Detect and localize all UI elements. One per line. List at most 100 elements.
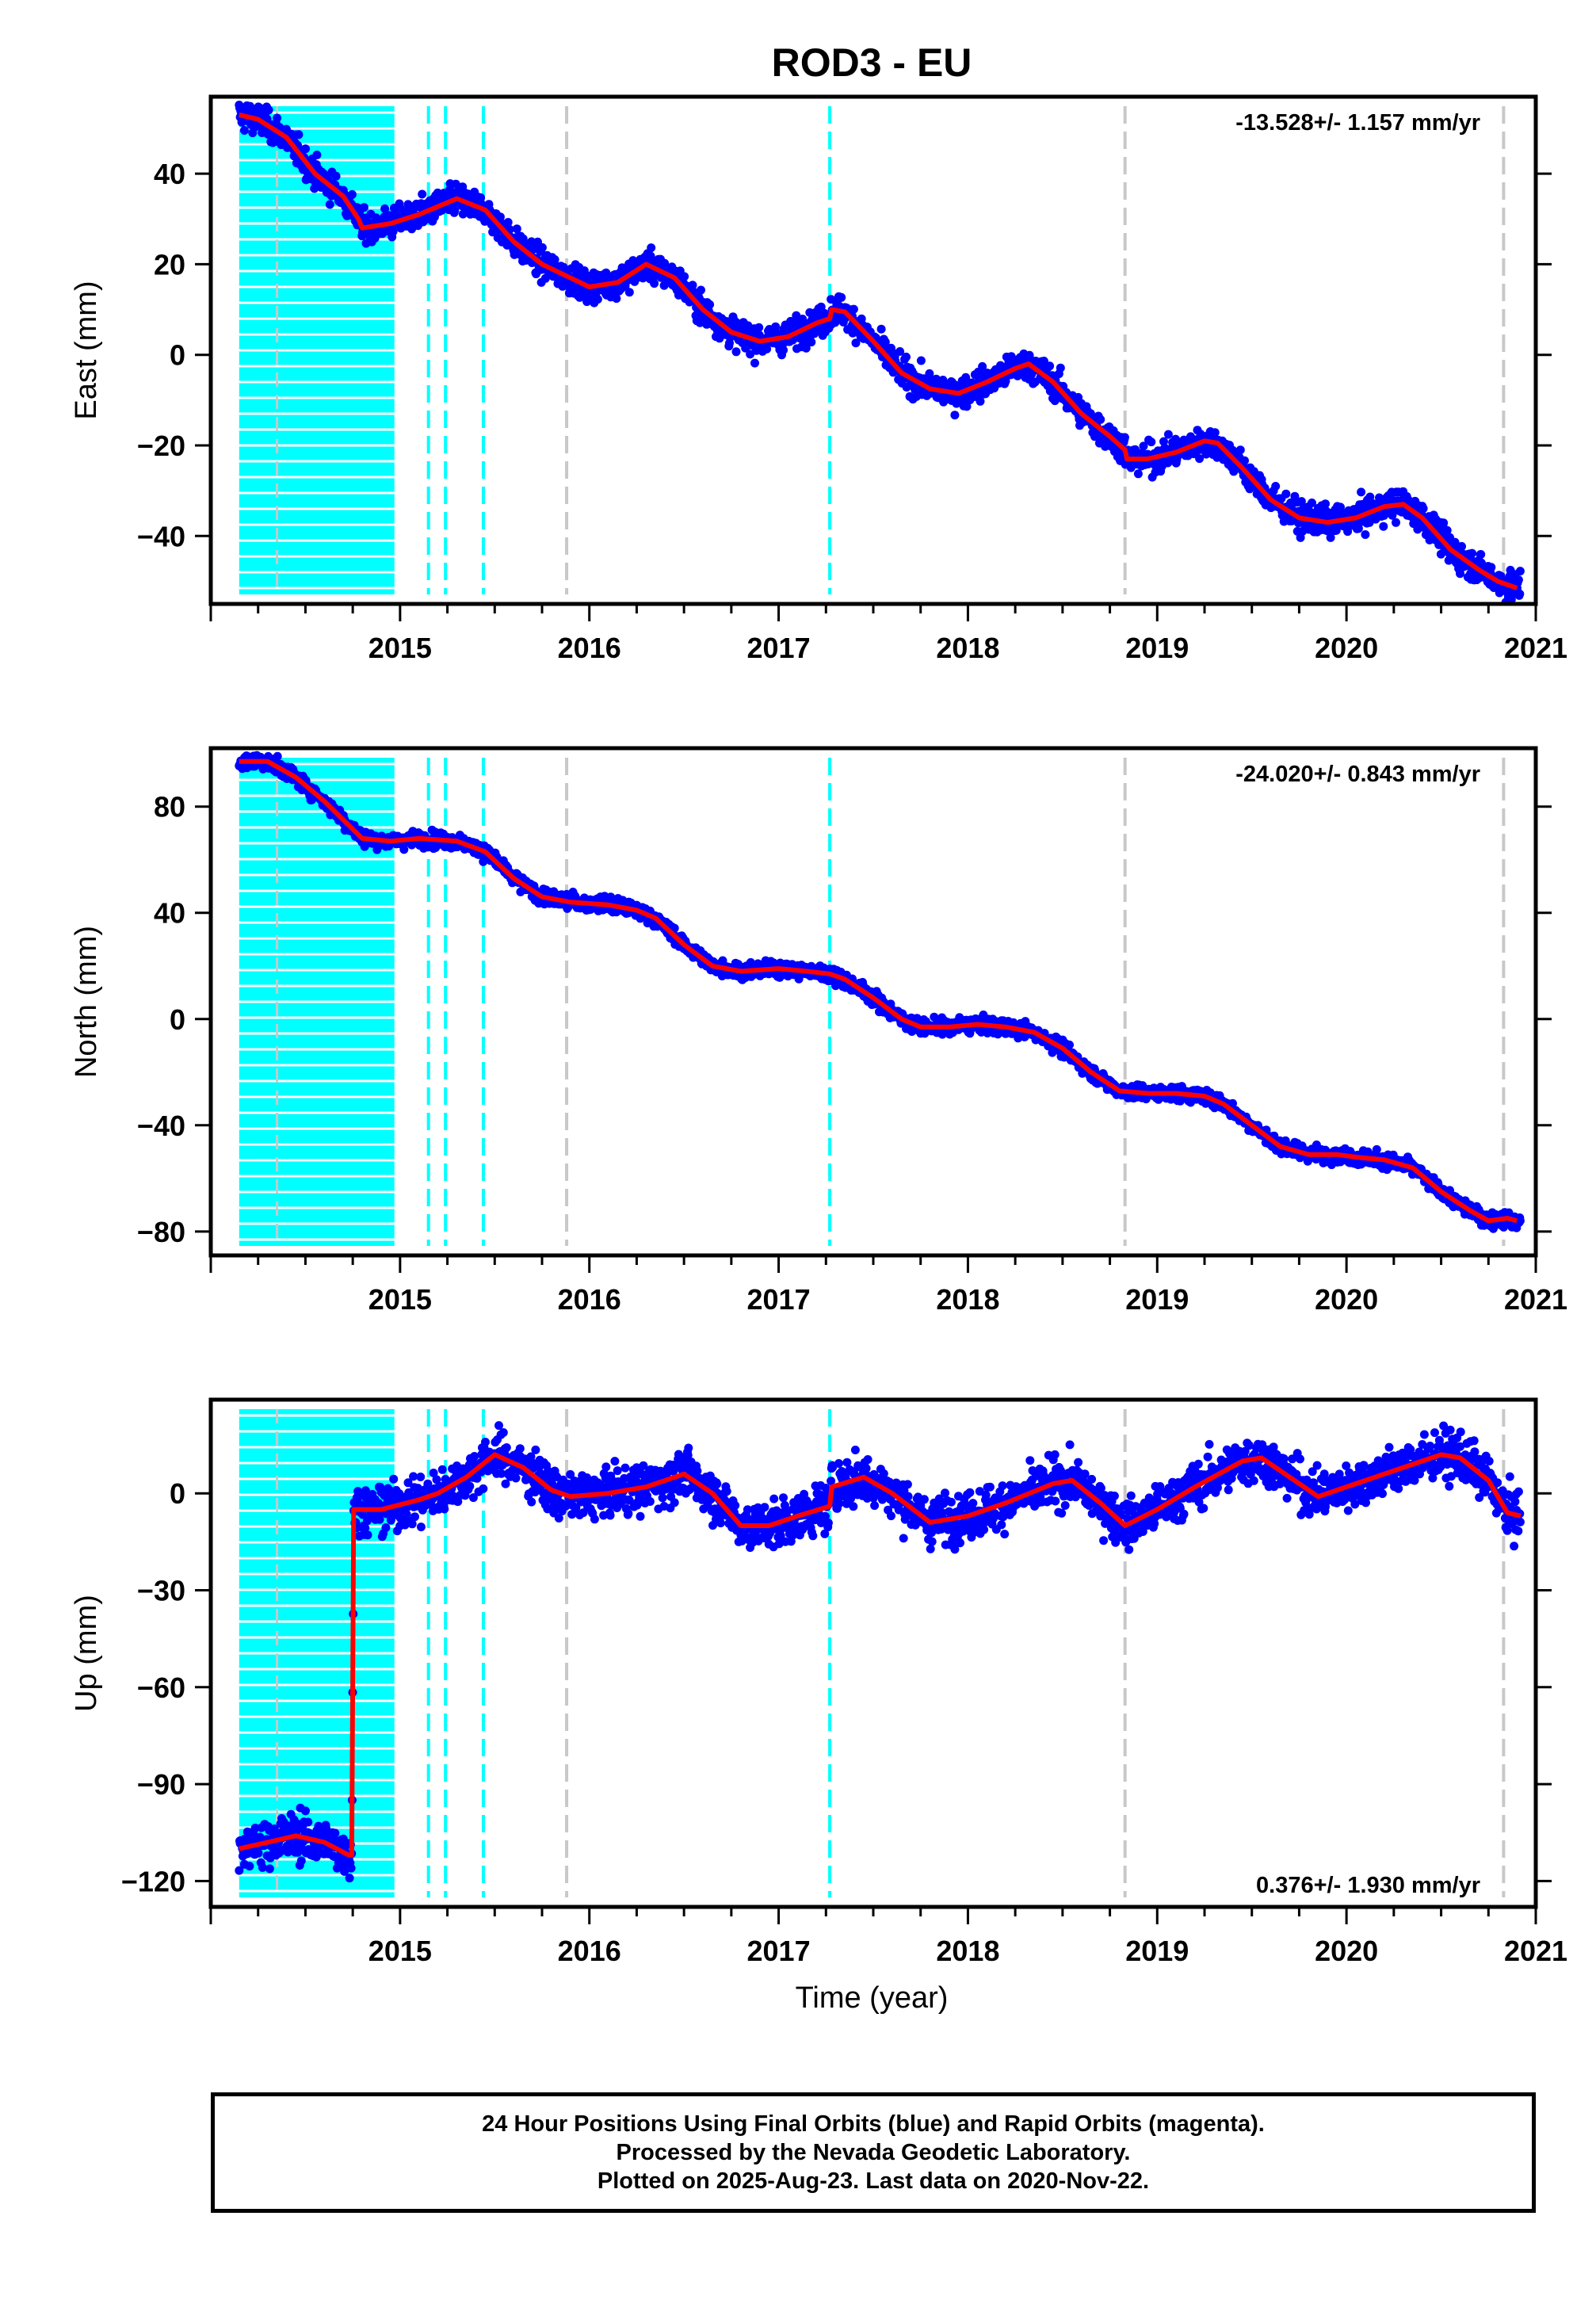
data-point: [476, 193, 486, 202]
y-tick-label: −40: [137, 520, 185, 552]
data-point: [503, 218, 513, 227]
x-tick-label: 2016: [558, 632, 621, 664]
data-point: [347, 189, 357, 199]
data-point: [537, 243, 547, 252]
data-point: [705, 300, 715, 309]
data-point: [731, 347, 741, 357]
data-point: [359, 203, 368, 212]
data-point: [1133, 469, 1143, 479]
plot-area: [235, 751, 1525, 1246]
data-point: [458, 209, 468, 219]
data-point: [301, 144, 310, 154]
data-point: [1056, 363, 1065, 373]
y-tick-label: 40: [154, 158, 185, 190]
model-line: [239, 112, 1518, 590]
panels: 2015 2016 2017 2018 2019 2020 2021 −40 −20 0 20 40 E…: [70, 94, 1567, 1967]
data-point: [512, 224, 521, 234]
y-tick-label: 0: [170, 339, 185, 372]
data-point: [1515, 567, 1525, 576]
data-point: [1159, 437, 1168, 446]
data-point: [593, 295, 602, 304]
data-point: [925, 369, 934, 378]
data-point: [976, 396, 985, 406]
data-point: [255, 103, 265, 113]
data-point: [1096, 415, 1105, 424]
data-point: [388, 227, 398, 236]
x-tick-label: 2018: [936, 632, 999, 664]
data-point: [1139, 441, 1148, 451]
data-point: [495, 212, 505, 222]
x-tick-label: 2020: [1315, 632, 1378, 664]
data-point: [1120, 433, 1129, 442]
data-point: [1442, 525, 1452, 535]
data-point: [807, 338, 816, 347]
data-point: [1392, 518, 1400, 527]
data-point: [849, 304, 858, 314]
data-point: [612, 294, 621, 304]
y-tick-label: 20: [154, 248, 185, 281]
data-point: [801, 343, 811, 353]
data-point: [312, 151, 322, 159]
data-point: [680, 272, 689, 281]
data-point: [273, 113, 282, 123]
plot-frame: [208, 94, 1538, 606]
data-point: [1045, 361, 1055, 371]
data-point: [895, 347, 905, 356]
data-point: [1372, 1144, 1381, 1154]
data-point: [902, 352, 911, 361]
data-point: [1514, 575, 1523, 585]
data-point: [1361, 530, 1370, 539]
panel-north: 2015 2016 2017 2018 2019 2020 2021−80−4004080N…: [70, 746, 1567, 1316]
data-point: [1240, 456, 1249, 465]
plot-area: [235, 101, 1525, 604]
data-point: [771, 322, 781, 331]
data-point: [1476, 550, 1486, 559]
data-point: [750, 358, 759, 368]
x-tick-label: 2021: [1504, 632, 1567, 664]
data-point: [399, 845, 409, 854]
data-point: [1281, 489, 1291, 499]
data-point: [550, 255, 559, 264]
data-point: [1163, 430, 1173, 439]
data-point: [857, 314, 866, 323]
data-point: [962, 402, 972, 411]
data-point: [1515, 589, 1525, 598]
y-axis-label: East (mm): [70, 281, 103, 419]
data-point: [1235, 445, 1245, 455]
data-point: [1271, 482, 1281, 491]
data-point: [418, 189, 427, 199]
data-point: [1379, 522, 1388, 531]
data-point: [1418, 504, 1428, 514]
data-point: [1456, 569, 1464, 579]
x-tick-label: 2015: [368, 632, 432, 664]
data-points: [235, 101, 1525, 604]
data-point: [1457, 541, 1466, 551]
data-point: [1321, 499, 1330, 509]
data-point: [624, 288, 634, 297]
data-point: [1439, 518, 1449, 528]
data-point: [697, 285, 705, 295]
data-point: [930, 1012, 939, 1022]
data-point: [670, 923, 679, 933]
rate-label: -13.528+/- 1.157 mm/yr: [1235, 110, 1480, 136]
data-point: [851, 338, 861, 348]
x-tick-label: 2017: [747, 632, 811, 664]
data-point: [754, 323, 764, 332]
data-point: [380, 204, 390, 213]
x-tick-label: 2019: [1125, 632, 1189, 664]
data-point: [1487, 563, 1496, 572]
data-point: [294, 130, 304, 139]
data-point: [876, 324, 886, 334]
data-point: [1357, 487, 1366, 497]
data-point: [1210, 428, 1220, 437]
data-point: [660, 258, 670, 268]
data-point: [1065, 1040, 1074, 1049]
data-point: [1147, 437, 1156, 447]
data-point: [1195, 454, 1205, 464]
data-point: [978, 361, 987, 371]
chart-title: ROD3 - EU: [772, 40, 972, 85]
y-tick-label: −20: [137, 430, 185, 462]
data-point: [647, 243, 656, 253]
data-point: [1468, 548, 1477, 558]
data-point: [264, 105, 273, 115]
